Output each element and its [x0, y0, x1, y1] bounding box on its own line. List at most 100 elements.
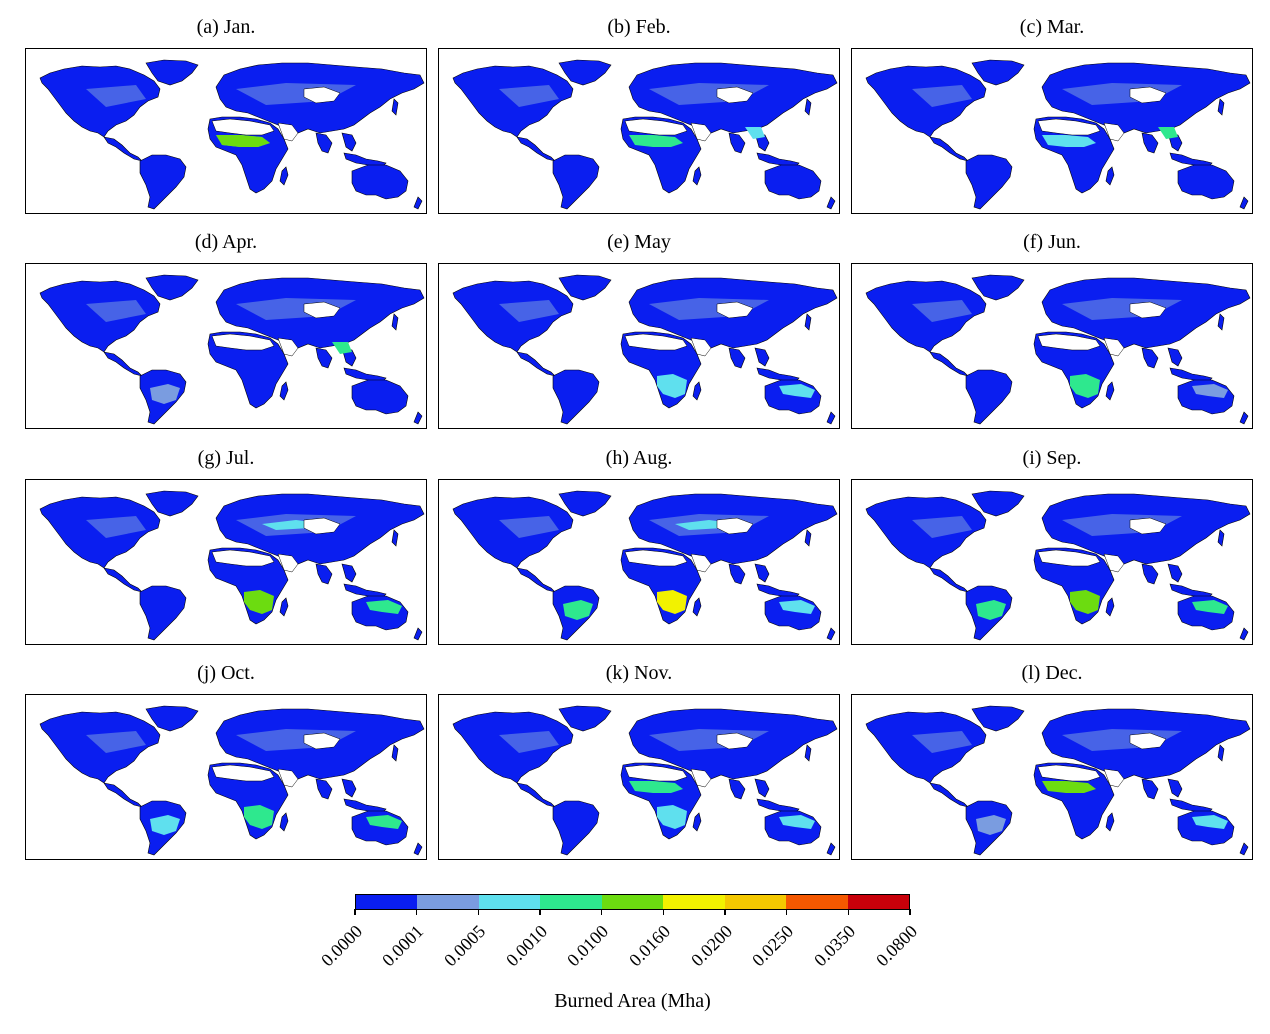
no-data-region [303, 517, 341, 535]
land-region [826, 411, 836, 425]
land-region [929, 136, 969, 162]
land-region [804, 313, 812, 331]
land-region [351, 164, 409, 200]
map-panel [438, 48, 840, 214]
burn-hotspot [629, 781, 683, 793]
world-map [865, 59, 1251, 210]
land-region [1239, 196, 1249, 210]
land-region [413, 627, 423, 641]
land-region [728, 132, 746, 154]
burn-hotspot [976, 600, 1006, 620]
burn-hotspot [1070, 374, 1100, 398]
world-map [39, 274, 425, 425]
colorbar-tick [416, 909, 418, 915]
low-burn-area [499, 514, 769, 538]
panel-title: (d) Apr. [194, 231, 258, 253]
no-data-region [303, 732, 341, 750]
no-data-region [303, 86, 341, 104]
low-burn-area [912, 83, 1182, 107]
colorbar-tick-label: 0.0350 [809, 921, 860, 971]
land-region [552, 154, 600, 210]
no-data-region [1103, 768, 1125, 788]
land-region [1167, 778, 1183, 798]
colorbar-tick-label: 0.0800 [871, 921, 921, 971]
land-region [103, 136, 143, 162]
colorbar-tick [847, 909, 849, 915]
land-region [728, 563, 746, 585]
no-data-region [716, 517, 754, 535]
burn-hotspot [366, 600, 402, 614]
land-region [558, 59, 612, 86]
no-data-region [211, 333, 275, 351]
no-data-region [1129, 517, 1167, 535]
land-region [1105, 597, 1115, 617]
land-region [1141, 132, 1159, 154]
land-region [207, 331, 289, 409]
burn-hotspot [1158, 127, 1178, 139]
land-region [558, 490, 612, 517]
land-region [754, 778, 770, 798]
land-region [692, 812, 702, 832]
no-data-region [716, 732, 754, 750]
land-region [1217, 744, 1225, 762]
world-map [39, 490, 425, 641]
panel-title: (h) Aug. [605, 447, 673, 469]
land-region [1141, 563, 1159, 585]
colorbar-segment [356, 895, 418, 909]
world-map [452, 59, 838, 210]
land-region [1217, 313, 1225, 331]
colorbar-tick-label: 0.0010 [501, 921, 551, 971]
world-map [39, 59, 425, 210]
land-region [103, 567, 143, 593]
burn-hotspot [976, 815, 1006, 835]
world-map [452, 705, 838, 856]
land-region [728, 347, 746, 369]
land-region [1141, 347, 1159, 369]
land-region [279, 381, 289, 401]
land-region [804, 744, 812, 762]
panel-title: (a) Jan. [196, 16, 256, 38]
panel-title: (b) Feb. [607, 16, 671, 38]
land-region [139, 585, 187, 641]
low-burn-area [499, 83, 769, 107]
land-region [351, 379, 409, 415]
no-data-region [624, 549, 688, 567]
colorbar [355, 894, 910, 910]
colorbar-tick [354, 909, 356, 915]
colorbar-tick [662, 909, 664, 915]
panel-title: (c) Mar. [1019, 16, 1085, 38]
no-data-region [303, 301, 341, 319]
land-region [279, 166, 289, 186]
land-region [552, 800, 600, 856]
no-data-region [1103, 553, 1125, 573]
land-region [1167, 563, 1183, 583]
no-data-region [716, 86, 754, 104]
map-panel [25, 48, 427, 214]
land-region [1105, 381, 1115, 401]
land-region [391, 529, 399, 547]
burn-hotspot [1192, 600, 1228, 614]
colorbar-segment [601, 895, 664, 909]
low-burn-area [912, 729, 1182, 753]
land-region [804, 98, 812, 116]
burn-hotspot [216, 135, 270, 147]
burn-hotspot [657, 590, 687, 614]
land-region [1167, 347, 1183, 367]
map-panel [25, 694, 427, 860]
no-data-region [277, 768, 299, 788]
no-data-region [624, 118, 688, 136]
no-data-region [277, 553, 299, 573]
land-region [516, 782, 556, 808]
burn-hotspot [1070, 590, 1100, 614]
no-data-region [1129, 86, 1167, 104]
colorbar-tick-label: 0.0005 [439, 921, 490, 971]
land-region [145, 274, 199, 301]
no-data-region [1103, 122, 1125, 142]
colorbar-tick [724, 909, 726, 915]
map-panel [25, 263, 427, 429]
land-region [516, 567, 556, 593]
land-region [558, 274, 612, 301]
land-region [103, 351, 143, 377]
map-panel [25, 479, 427, 645]
land-region [1239, 842, 1249, 856]
